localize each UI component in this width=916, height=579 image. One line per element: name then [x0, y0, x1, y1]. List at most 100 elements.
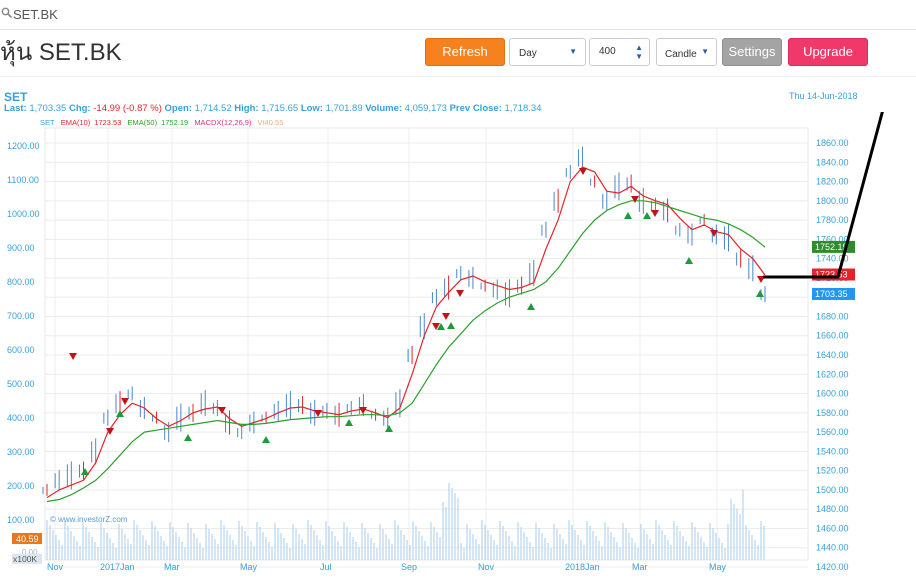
page-title: หุ้น SET.BK: [0, 39, 122, 66]
buy-signal-icon: [184, 434, 192, 441]
volume-badge: [12, 533, 42, 544]
right-axis-tick-label: 1480.00: [816, 504, 849, 514]
high-label: High:: [234, 103, 259, 114]
right-axis-tick-label: 1660.00: [816, 331, 849, 341]
chart-legend: SET EMA(10) 1723.53 EMA(50) 1752.19 MACDX(…: [40, 118, 287, 127]
period-select[interactable]: Day ▼: [509, 38, 586, 66]
legend-ema10: EMA(10): [60, 118, 91, 127]
high-value: 1,715.65: [261, 103, 299, 114]
right-axis-tick-label: 1500.00: [816, 485, 849, 495]
volume-badge-label: 40.59: [16, 534, 39, 544]
last-price-badge-label: 1703.35: [815, 289, 848, 299]
unit-badge: [12, 554, 42, 564]
left-axis-tick-label: 900.00: [7, 243, 35, 253]
sell-signal-icon: [442, 313, 450, 320]
chg-value: -14.99 (-0.87 %): [93, 103, 162, 114]
right-axis-tick-label: 1600.00: [816, 389, 849, 399]
legend-ema50: EMA(50): [127, 118, 158, 127]
sell-signal-icon: [314, 410, 322, 417]
chevron-down-icon: ▼: [701, 47, 709, 56]
sell-signal-icon: [432, 323, 440, 330]
bars-value: 400: [599, 46, 616, 57]
left-axis-tick-label: 100.00: [7, 515, 35, 525]
sell-signal-icon: [359, 407, 367, 414]
left-axis-tick-label: 800.00: [7, 277, 35, 287]
sell-signal-icon: [218, 407, 226, 414]
volume-value: 4,059,173: [404, 103, 447, 114]
low-label: Low:: [300, 103, 323, 114]
low-value: 1,701.89: [325, 103, 363, 114]
sell-signal-icon: [69, 353, 77, 360]
left-axis-tick-label: 200.00: [7, 481, 35, 491]
symbol-label: SET: [4, 90, 28, 104]
legend-ema10-value: 1723.53: [94, 118, 122, 127]
series-line-ema10: [46, 166, 766, 499]
search-bar[interactable]: SET.BK: [0, 0, 916, 30]
chevron-down-icon: ▼: [569, 47, 577, 56]
chart-style-select[interactable]: Candle ▼: [656, 38, 717, 66]
left-axis-tick-label: 400.00: [7, 413, 35, 423]
prev-close-value: 1,718.34: [504, 103, 542, 114]
x-axis-tick-label: May: [709, 562, 727, 572]
volume-label: Volume:: [365, 103, 403, 114]
sell-signal-icon: [651, 210, 659, 217]
series-line-ema50: [46, 200, 766, 503]
open-label: Open:: [164, 103, 192, 114]
stepper-arrows-icon[interactable]: ▲ ▼: [635, 43, 643, 61]
left-axis-tick-label: 700.00: [7, 311, 35, 321]
ema10-price-badge-label: 1723.53: [815, 270, 848, 280]
last-label: Last:: [4, 103, 27, 114]
x-axis-tick-label: 2018Jan: [565, 562, 600, 572]
search-icon: [1, 7, 13, 19]
right-axis-tick-label: 1640.00: [816, 350, 849, 360]
prev-close-label: Prev Close:: [449, 103, 502, 114]
settings-button[interactable]: Settings: [722, 38, 782, 66]
left-axis-tick-label: 1000.00: [7, 209, 40, 219]
buy-signal-icon: [447, 322, 455, 329]
buy-signal-icon: [756, 290, 764, 297]
sell-signal-icon: [579, 168, 587, 175]
sell-signal-icon: [121, 398, 129, 405]
sell-signal-icon: [106, 428, 114, 435]
left-axis-tick-label: 500.00: [7, 379, 35, 389]
price-chart[interactable]: 1860.00 1840.00 1820.00 1800.00 1780.00 1760.…: [0, 112, 916, 579]
search-input[interactable]: SET.BK: [13, 7, 58, 22]
quote-date: Thu 14-Jun-2018: [789, 91, 858, 101]
ema50-price-badge-label: 1752.19: [815, 242, 848, 252]
legend-vol: Vt40.55: [257, 118, 284, 127]
sell-signal-icon: [631, 196, 639, 203]
open-value: 1,714.52: [194, 103, 232, 114]
x-axis-tick-label: May: [240, 562, 258, 572]
right-axis-tick-label: 1440.00: [816, 543, 849, 553]
upgrade-button[interactable]: Upgrade: [788, 38, 868, 66]
plot-frame: [44, 127, 809, 561]
x-axis-tick-label: Mar: [164, 562, 180, 572]
header-divider: [0, 76, 916, 77]
refresh-button[interactable]: Refresh: [425, 38, 505, 66]
right-axis-tick-label: 1620.00: [816, 369, 849, 379]
buy-signal-icon: [345, 419, 353, 426]
right-axis-tick-label: 1800.00: [816, 196, 849, 206]
left-axis-tick-label: 1200.00: [7, 141, 40, 151]
x-axis-tick-label: Jul: [320, 562, 332, 572]
x-axis-tick-label: Nov: [478, 562, 495, 572]
x-axis-tick-label: Sep: [401, 562, 417, 572]
buy-signal-icon: [527, 303, 535, 310]
sell-signal-icon: [456, 290, 464, 297]
x-axis-tick-label: Mar: [632, 562, 648, 572]
last-price-badge: [812, 287, 855, 300]
right-axis-tick-label: 1820.00: [816, 177, 849, 187]
right-axis-tick-label: 1520.00: [816, 466, 849, 476]
right-axis-tick-label: 1680.00: [816, 311, 849, 321]
x-axis-tick-label: Nov: [47, 562, 64, 572]
bars-stepper[interactable]: 400 ▲ ▼: [589, 38, 650, 66]
quote-line: Last: 1,703.35 Chg: -14.99 (-0.87 %) Ope…: [4, 103, 541, 114]
right-axis-tick-label: 1580.00: [816, 408, 849, 418]
buy-signal-icon: [685, 257, 693, 264]
watermark: © www.investorZ.com: [50, 515, 128, 524]
buy-signal-icon: [624, 212, 632, 219]
left-axis-tick-label: 1100.00: [7, 175, 39, 185]
period-value: Day: [519, 48, 537, 59]
chart-style-value: Candle: [665, 49, 697, 60]
right-axis-tick-label: 1740.00: [816, 254, 849, 264]
